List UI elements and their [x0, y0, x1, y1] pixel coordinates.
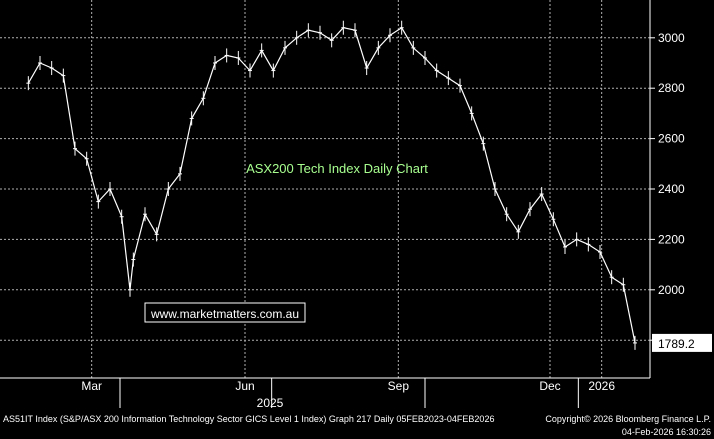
year-separators — [119, 378, 579, 408]
x-tick-label-Dec: Dec — [539, 379, 560, 393]
series-price-line — [27, 26, 636, 344]
y-tick-label-2400: 2400 — [658, 182, 685, 196]
last-price-label: 1789.2 — [658, 337, 695, 351]
footer-copyright: Copyright© 2026 Bloomberg Finance L.P. — [545, 414, 711, 424]
chart-title: ASX200 Tech Index Daily Chart — [246, 161, 428, 176]
watermark-border — [144, 302, 306, 323]
y-tick-label-3000: 3000 — [658, 31, 685, 45]
y-tick-label-2200: 2200 — [658, 232, 685, 246]
last-price-tag-bg — [652, 333, 712, 352]
x-tick-label-Sep: Sep — [388, 379, 410, 393]
footer-left: AS51IT Index (S&P/ASX 200 Information Te… — [3, 414, 494, 424]
y-tick-label-2800: 2800 — [658, 81, 685, 95]
x-tick-label-2026: 2026 — [588, 379, 615, 393]
x-year-label: 2025 — [257, 396, 284, 410]
watermark-link[interactable]: www.marketmatters.com.au — [150, 307, 299, 321]
last-price-tag: 1789.2 — [652, 333, 712, 352]
x-tick-label-Jun: Jun — [235, 379, 254, 393]
y-tick-label-2000: 2000 — [658, 283, 685, 297]
x-tick-labels: Mar Jun Sep Dec 2026 2025 — [81, 379, 615, 410]
y-tick-label-2600: 2600 — [658, 132, 685, 146]
footer-timestamp: 04-Feb-2026 16:30:26 — [622, 427, 711, 437]
watermark-box[interactable]: www.marketmatters.com.au — [144, 302, 306, 323]
series-price — [26, 20, 637, 350]
x-tick-label-Mar: Mar — [81, 379, 102, 393]
